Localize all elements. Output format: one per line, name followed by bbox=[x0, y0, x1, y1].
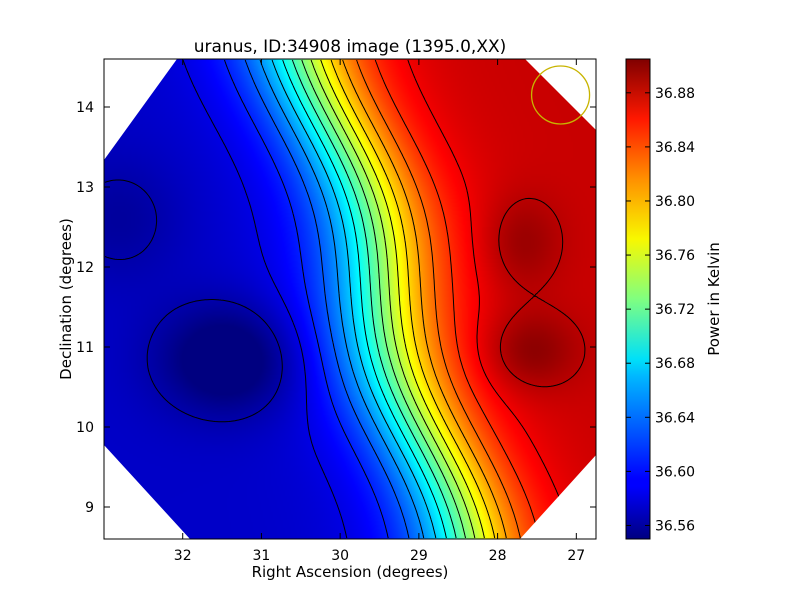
x-tick-label: 27 bbox=[567, 548, 585, 564]
y-tick-label: 12 bbox=[76, 260, 94, 276]
colorbar-tick-label: 36.68 bbox=[655, 356, 695, 372]
chart-title: uranus, ID:34908 image (1395.0,XX) bbox=[194, 37, 507, 57]
x-tick-label: 28 bbox=[489, 548, 507, 564]
x-tick-label: 29 bbox=[410, 548, 428, 564]
y-axis-label: Declination (degrees) bbox=[57, 218, 75, 380]
x-tick-label: 32 bbox=[174, 548, 192, 564]
y-tick-label: 14 bbox=[76, 100, 94, 116]
power-map bbox=[104, 59, 596, 539]
heatmap-image bbox=[104, 59, 596, 539]
beam-marker bbox=[530, 65, 591, 125]
plot-frame bbox=[103, 58, 597, 540]
colorbar-frame bbox=[625, 58, 651, 540]
colorbar-label: Power in Kelvin bbox=[705, 242, 723, 356]
colorbar-tick-label: 36.72 bbox=[655, 302, 695, 318]
x-tick-label: 31 bbox=[253, 548, 271, 564]
colorbar-ticks: 36.56 36.60 36.64 36.68 36.72 36.76 36.80 36.84… bbox=[626, 86, 695, 534]
colorbar-tick-label: 36.80 bbox=[655, 194, 695, 210]
colorbar: 36.56 36.60 36.64 36.68 36.72 36.76 36.80 36.84… bbox=[625, 58, 723, 540]
y-tick-label: 11 bbox=[76, 340, 94, 356]
colorbar-tick-label: 36.76 bbox=[655, 248, 695, 264]
contour-path bbox=[104, 59, 586, 539]
contour-lines bbox=[104, 59, 586, 539]
y-tick-label: 10 bbox=[76, 420, 94, 436]
colorbar-tick-label: 36.60 bbox=[655, 464, 695, 480]
colorbar-gradient bbox=[626, 59, 650, 539]
y-tick-label: 13 bbox=[76, 180, 94, 196]
colorbar-tick-label: 36.56 bbox=[655, 518, 695, 534]
colorbar-tick-label: 36.84 bbox=[655, 140, 695, 156]
x-tick-label: 30 bbox=[331, 548, 349, 564]
x-axis-ticks: 32 31 30 29 28 27 bbox=[174, 59, 585, 564]
colorbar-tick-label: 36.64 bbox=[655, 410, 695, 426]
x-axis-label: Right Ascension (degrees) bbox=[252, 563, 449, 581]
colorbar-tick-label: 36.88 bbox=[655, 86, 695, 102]
y-axis-ticks: 9 10 11 12 13 14 bbox=[76, 100, 596, 516]
y-tick-label: 9 bbox=[85, 500, 94, 516]
